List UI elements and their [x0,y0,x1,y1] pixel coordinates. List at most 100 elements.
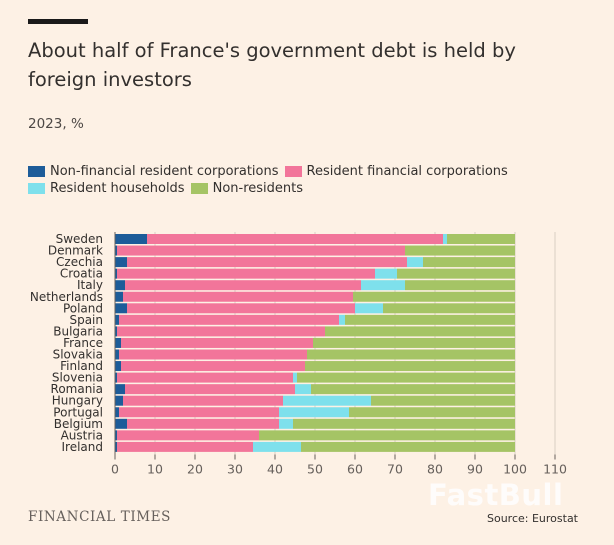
category-label-sweden: Sweden [56,232,103,246]
bar-portugal-rfc [119,407,279,418]
bar-netherlands-nfc [115,291,123,302]
bar-hungary-nr [371,395,515,406]
brand-top-bar [28,19,88,24]
legend-swatch-hh [28,183,45,194]
bar-czechia-nfc [115,257,127,268]
category-label-denmark: Denmark [48,244,103,258]
bar-belgium-hh [279,418,293,429]
watermark: FastBull [428,478,564,512]
x-tick-label-20: 20 [187,461,203,476]
legend-label-rfc: Resident financial corporations [306,164,508,179]
bar-bulgaria-nfc [115,326,117,337]
bar-belgium-rfc [127,418,279,429]
bar-sweden-rfc [147,234,443,244]
category-label-czechia: Czechia [56,255,103,269]
category-label-hungary: Hungary [52,394,103,408]
x-tick-label-110: 110 [543,461,567,476]
bar-czechia-nr [423,257,515,268]
category-label-portugal: Portugal [53,405,103,419]
chart-legend: Non-financial resident corporations Resi… [28,163,548,197]
bar-slovakia-nr [307,349,515,360]
x-tick-label-40: 40 [267,461,283,476]
bar-bulgaria-nr [325,326,515,337]
legend-label-hh: Resident households [50,181,185,196]
bar-poland-nr [383,303,515,314]
category-label-belgium: Belgium [54,417,103,431]
category-label-netherlands: Netherlands [30,290,103,304]
bar-italy-nr [405,280,515,291]
bar-slovakia-nfc [115,349,119,360]
legend-item-rfc: Resident financial corporations [284,163,508,180]
category-label-slovakia: Slovakia [53,348,103,362]
bar-austria-rfc [117,430,259,441]
x-tick-label-50: 50 [307,461,323,476]
bar-spain-nfc [115,314,119,325]
bar-italy-nfc [115,280,125,291]
bar-sweden-nfc [115,234,147,244]
category-label-france: France [63,336,103,350]
bar-romania-hh [295,384,311,395]
bar-portugal-nfc [115,407,119,418]
bar-italy-hh [361,280,405,291]
chart-title: About half of France's government debt i… [28,39,516,91]
bar-poland-nfc [115,303,127,314]
bar-finland-nr [305,361,515,372]
bar-spain-rfc [119,314,339,325]
x-tick-label-60: 60 [347,461,363,476]
bar-croatia-rfc [117,268,375,279]
bar-hungary-hh [283,395,371,406]
category-label-bulgaria: Bulgaria [53,324,103,338]
bar-romania-nr [311,384,515,395]
x-tick-label-0: 0 [111,461,119,476]
bar-romania-rfc [125,384,295,395]
category-label-croatia: Croatia [60,267,103,281]
x-tick-label-80: 80 [427,461,443,476]
bar-romania-nfc [115,384,125,395]
bar-sweden-nr [447,234,515,244]
category-label-austria: Austria [61,428,103,442]
category-label-spain: Spain [69,313,103,327]
chart-subtitle: 2023, % [28,116,84,132]
bar-croatia-nr [397,268,515,279]
bar-france-rfc [121,337,313,348]
bar-denmark-nfc [115,245,117,256]
category-label-romania: Romania [51,382,103,396]
category-label-italy: Italy [77,278,103,292]
bar-portugal-nr [349,407,515,418]
x-tick-label-70: 70 [387,461,403,476]
legend-swatch-nr [190,183,208,194]
brand-logo: FINANCIAL TIMES [28,509,172,525]
bar-slovakia-rfc [119,349,307,360]
bar-france-nr [313,337,515,348]
legend-swatch-rfc [284,166,302,177]
bar-netherlands-rfc [123,291,353,302]
bar-italy-rfc [125,280,361,291]
bar-croatia-hh [375,268,397,279]
bar-spain-nr [345,314,515,325]
category-label-ireland: Ireland [61,440,103,454]
bar-finland-nfc [115,361,121,372]
bar-slovenia-nfc [115,372,117,383]
bar-denmark-nr [405,245,515,256]
bar-slovenia-hh [293,372,297,383]
bar-finland-rfc [121,361,305,372]
bar-ireland-nr [301,441,515,452]
legend-swatch-nfc [28,166,45,177]
category-label-slovenia: Slovenia [52,371,103,385]
bar-ireland-nfc [115,441,117,452]
x-tick-label-90: 90 [467,461,483,476]
bar-austria-nr [259,430,515,441]
legend-item-nr: Non-residents [190,180,304,197]
legend-label-nr: Non-residents [212,181,304,196]
bar-netherlands-nr [353,291,515,302]
bar-portugal-hh [279,407,349,418]
legend-label-nfc: Non-financial resident corporations [50,164,279,179]
bar-ireland-hh [253,441,301,452]
bar-bulgaria-rfc [117,326,325,337]
bar-slovenia-rfc [117,372,293,383]
bar-belgium-nfc [115,418,127,429]
legend-item-hh: Resident households [28,180,185,197]
x-tick-label-30: 30 [227,461,243,476]
bar-hungary-nfc [115,395,123,406]
